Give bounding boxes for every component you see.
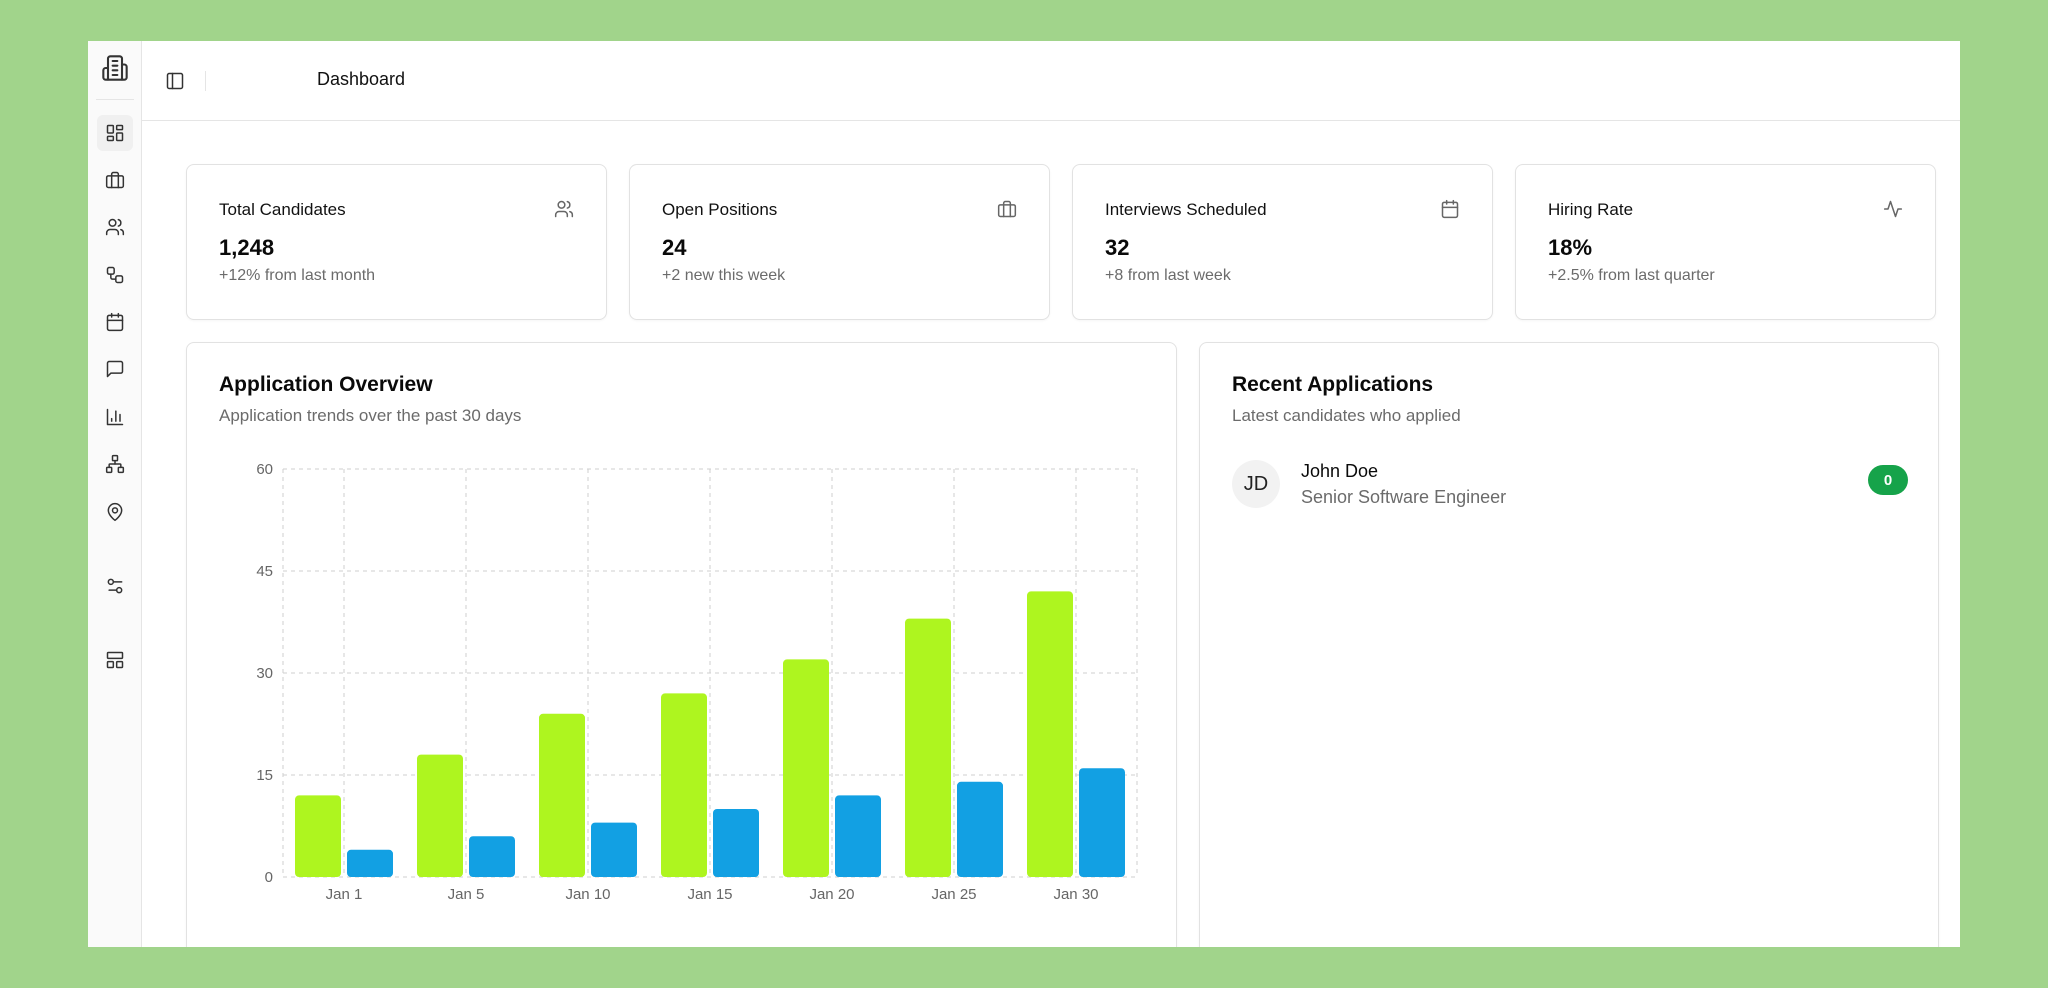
x-tick-label: Jan 10 bbox=[565, 886, 610, 903]
stat-card-open-positions: Open Positions 24 +2 new this week bbox=[629, 164, 1050, 320]
stat-value: 1,248 bbox=[219, 235, 275, 260]
card-title: Recent Applications bbox=[1232, 373, 1434, 396]
bar-series-2 bbox=[591, 822, 637, 877]
sliders-icon bbox=[107, 578, 123, 594]
briefcase-icon bbox=[105, 171, 125, 189]
stat-card-hiring-rate: Hiring Rate 18% +2.5% from last quarter bbox=[1515, 164, 1936, 320]
y-tick-label: 15 bbox=[256, 767, 273, 784]
stat-title: Open Positions bbox=[662, 200, 778, 219]
bar-series-1 bbox=[295, 795, 341, 877]
x-tick-label: Jan 20 bbox=[809, 886, 854, 903]
calendar-icon bbox=[1440, 199, 1462, 221]
x-tick-label: Jan 25 bbox=[931, 886, 976, 903]
calendar-icon bbox=[106, 312, 124, 332]
bar-series-1 bbox=[783, 659, 829, 877]
bar-series-2 bbox=[835, 795, 881, 877]
users-icon bbox=[554, 199, 576, 221]
stat-card-total-candidates: Total Candidates 1,248 +12% from last mo… bbox=[186, 164, 607, 320]
bar-chart-icon bbox=[106, 408, 124, 426]
status-badge: 0 bbox=[1868, 465, 1908, 495]
x-tick-label: Jan 30 bbox=[1053, 886, 1098, 903]
bar-series-1 bbox=[417, 754, 463, 877]
card-subtitle: Latest candidates who applied bbox=[1232, 406, 1461, 425]
stat-value: 24 bbox=[662, 235, 687, 260]
building-icon[interactable] bbox=[98, 51, 132, 85]
users-icon bbox=[105, 218, 125, 236]
message-icon bbox=[106, 360, 124, 378]
candidate-name: John Doe bbox=[1301, 461, 1379, 481]
sidebar-item-locations[interactable] bbox=[97, 494, 133, 530]
y-tick-label: 30 bbox=[256, 665, 273, 682]
avatar: JD bbox=[1232, 460, 1280, 508]
panel-left-icon bbox=[166, 72, 184, 90]
layout-icon bbox=[106, 651, 124, 669]
stat-title: Hiring Rate bbox=[1548, 200, 1634, 219]
application-overview-card: Application Overview Application trends … bbox=[186, 342, 1177, 947]
candidate-role: Senior Software Engineer bbox=[1301, 487, 1507, 507]
top-divider bbox=[205, 71, 206, 91]
stat-value: 18% bbox=[1548, 235, 1593, 260]
sidebar-item-calendar[interactable] bbox=[97, 304, 133, 340]
stat-change: +2.5% from last quarter bbox=[1548, 267, 1715, 284]
bar-series-2 bbox=[469, 836, 515, 877]
y-tick-label: 0 bbox=[265, 869, 273, 886]
stat-title: Interviews Scheduled bbox=[1105, 200, 1267, 219]
page-title: Dashboard bbox=[317, 69, 406, 89]
bar-series-2 bbox=[347, 849, 393, 877]
bar-series-1 bbox=[539, 713, 585, 877]
activity-icon bbox=[1883, 199, 1905, 221]
stat-card-interviews-scheduled: Interviews Scheduled 32 +8 from last wee… bbox=[1072, 164, 1493, 320]
stat-value: 32 bbox=[1105, 235, 1130, 260]
top-bar: Dashboard bbox=[142, 41, 1960, 121]
sidebar bbox=[88, 41, 142, 947]
stat-title: Total Candidates bbox=[219, 200, 346, 219]
sidebar-item-layout[interactable] bbox=[97, 642, 133, 678]
sidebar-item-pipeline[interactable] bbox=[97, 257, 133, 293]
application-row[interactable]: JD John Doe Senior Software Engineer 0 bbox=[1232, 460, 1908, 510]
dashboard-icon bbox=[106, 124, 124, 142]
sidebar-divider bbox=[96, 99, 134, 100]
card-title: Application Overview bbox=[219, 373, 433, 396]
sidebar-item-messages[interactable] bbox=[97, 351, 133, 387]
map-pin-icon bbox=[107, 502, 123, 522]
sidebar-item-organization[interactable] bbox=[97, 446, 133, 482]
x-tick-label: Jan 5 bbox=[448, 886, 485, 903]
briefcase-icon bbox=[997, 199, 1019, 221]
sidebar-item-settings[interactable] bbox=[97, 568, 133, 604]
x-tick-label: Jan 15 bbox=[687, 886, 732, 903]
bar-series-2 bbox=[713, 809, 759, 877]
bar-series-1 bbox=[905, 618, 951, 877]
sidebar-item-reports[interactable] bbox=[97, 399, 133, 435]
card-subtitle: Application trends over the past 30 days bbox=[219, 406, 522, 425]
recent-applications-card: Recent Applications Latest candidates wh… bbox=[1199, 342, 1939, 947]
stat-change: +2 new this week bbox=[662, 267, 786, 284]
sidebar-item-candidates[interactable] bbox=[97, 209, 133, 245]
bar-series-2 bbox=[1079, 768, 1125, 877]
app-window: Dashboard Total Candidates 1,248 +12% fr… bbox=[88, 41, 1960, 947]
sidebar-item-dashboard[interactable] bbox=[97, 115, 133, 151]
bar-series-2 bbox=[957, 781, 1003, 877]
workflow-icon bbox=[106, 266, 124, 284]
org-chart-icon bbox=[105, 454, 125, 474]
stat-change: +8 from last week bbox=[1105, 267, 1231, 284]
stat-change: +12% from last month bbox=[219, 267, 376, 284]
bar-series-1 bbox=[661, 693, 707, 877]
y-tick-label: 60 bbox=[256, 461, 273, 478]
bar-series-1 bbox=[1027, 591, 1073, 877]
x-tick-label: Jan 1 bbox=[326, 886, 363, 903]
sidebar-toggle-button[interactable] bbox=[162, 68, 188, 94]
sidebar-item-jobs[interactable] bbox=[97, 162, 133, 198]
y-tick-label: 45 bbox=[256, 563, 273, 580]
application-chart: 0 15 30 45 60 Jan 1 Jan 5 Jan 10 Jan 15 Jan 20 Jan… bbox=[256, 461, 1138, 903]
